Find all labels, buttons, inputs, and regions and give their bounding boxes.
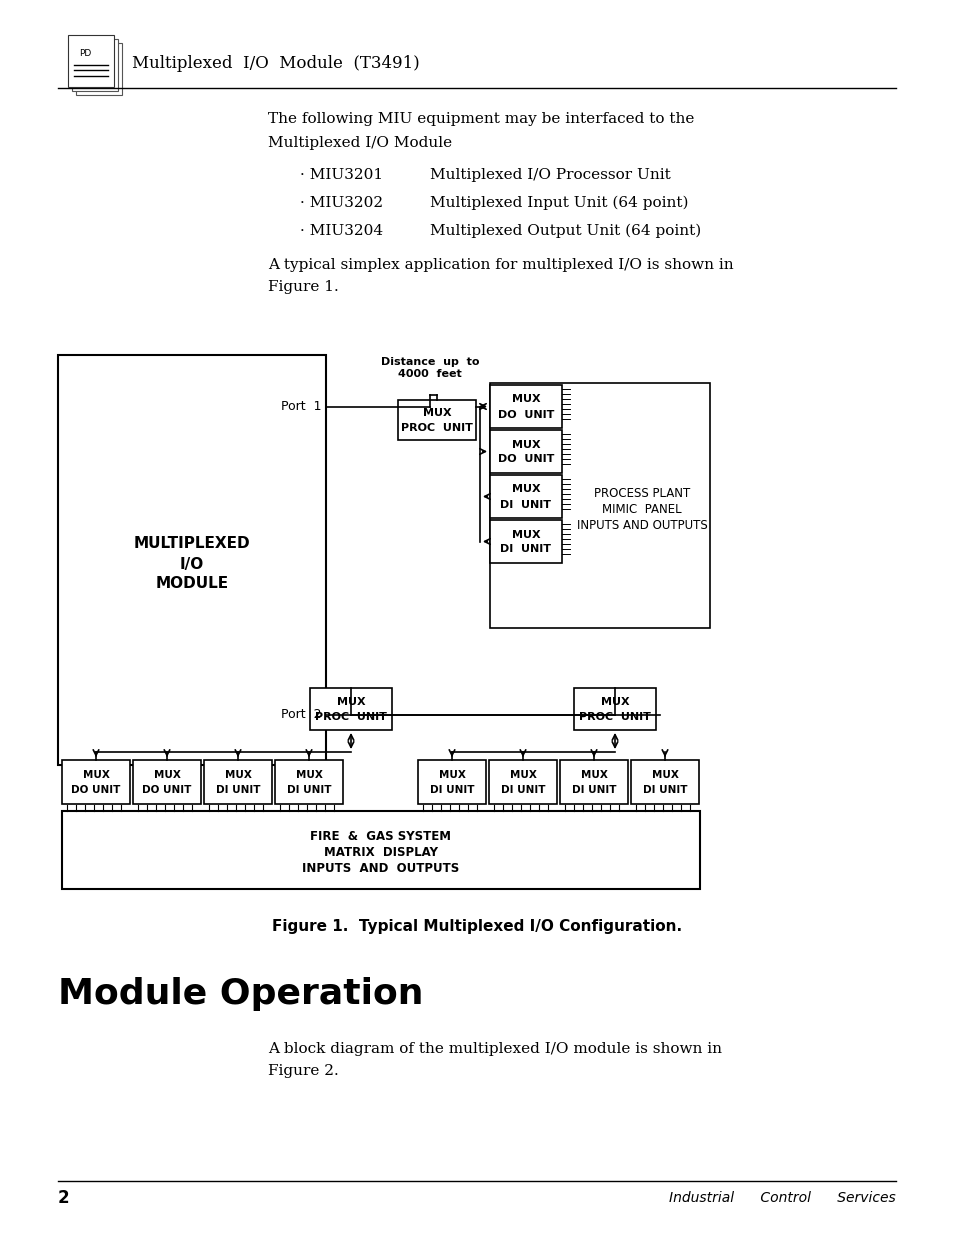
Text: DI  UNIT: DI UNIT bbox=[500, 545, 551, 555]
Text: A typical simplex application for multiplexed I/O is shown in: A typical simplex application for multip… bbox=[268, 258, 733, 272]
Text: MUX: MUX bbox=[295, 769, 322, 781]
Text: MUX: MUX bbox=[509, 769, 536, 781]
Text: Figure 1.: Figure 1. bbox=[268, 280, 338, 294]
Bar bbox=[630, 760, 699, 804]
Text: MUX: MUX bbox=[153, 769, 180, 781]
Bar bbox=[489, 760, 557, 804]
Text: 4000  feet: 4000 feet bbox=[397, 369, 461, 379]
Text: Multiplexed I/O Module: Multiplexed I/O Module bbox=[268, 136, 452, 149]
Text: 2: 2 bbox=[58, 1189, 70, 1207]
Text: · MIU3202: · MIU3202 bbox=[299, 196, 383, 210]
Text: PROC  UNIT: PROC UNIT bbox=[578, 713, 650, 722]
Text: Figure 2.: Figure 2. bbox=[268, 1065, 338, 1078]
Bar bbox=[490, 520, 561, 563]
Bar bbox=[490, 385, 561, 429]
Text: Multiplexed  I/O  Module  (T3491): Multiplexed I/O Module (T3491) bbox=[132, 56, 419, 72]
Text: Module Operation: Module Operation bbox=[58, 977, 423, 1011]
Text: MUX: MUX bbox=[83, 769, 110, 781]
Text: MUX: MUX bbox=[600, 697, 629, 706]
Bar bbox=[68, 35, 113, 86]
Text: MATRIX  DISPLAY: MATRIX DISPLAY bbox=[324, 846, 437, 858]
Text: INPUTS  AND  OUTPUTS: INPUTS AND OUTPUTS bbox=[302, 862, 459, 874]
Text: DI UNIT: DI UNIT bbox=[642, 785, 686, 795]
Text: · MIU3201: · MIU3201 bbox=[299, 168, 383, 182]
Text: FIRE  &  GAS SYSTEM: FIRE & GAS SYSTEM bbox=[310, 830, 451, 842]
Text: Industrial      Control      Services: Industrial Control Services bbox=[669, 1191, 895, 1205]
Bar bbox=[62, 760, 130, 804]
Bar bbox=[132, 760, 201, 804]
Bar bbox=[76, 43, 122, 95]
Text: MUX: MUX bbox=[651, 769, 678, 781]
Text: MUX: MUX bbox=[336, 697, 365, 706]
Text: PROC  UNIT: PROC UNIT bbox=[400, 424, 473, 433]
Text: MUX: MUX bbox=[511, 484, 539, 494]
Text: DO UNIT: DO UNIT bbox=[71, 785, 121, 795]
Text: DI UNIT: DI UNIT bbox=[429, 785, 474, 795]
Text: DI UNIT: DI UNIT bbox=[287, 785, 331, 795]
Text: · MIU3204: · MIU3204 bbox=[299, 224, 383, 238]
Bar bbox=[71, 40, 118, 91]
Text: Port  2: Port 2 bbox=[281, 709, 322, 721]
Text: Port  1: Port 1 bbox=[281, 400, 322, 414]
Text: Figure 1.  Typical Multiplexed I/O Configuration.: Figure 1. Typical Multiplexed I/O Config… bbox=[272, 920, 681, 935]
Text: PROC  UNIT: PROC UNIT bbox=[314, 713, 387, 722]
Bar bbox=[490, 430, 561, 473]
Bar bbox=[417, 760, 485, 804]
Text: MUX: MUX bbox=[511, 394, 539, 405]
Bar bbox=[274, 760, 343, 804]
Text: MUX: MUX bbox=[511, 530, 539, 540]
Text: DO  UNIT: DO UNIT bbox=[497, 454, 554, 464]
Text: DI UNIT: DI UNIT bbox=[500, 785, 545, 795]
Text: DO  UNIT: DO UNIT bbox=[497, 410, 554, 420]
Text: MUX: MUX bbox=[422, 408, 451, 417]
Text: MODULE: MODULE bbox=[155, 577, 229, 592]
Text: MULTIPLEXED: MULTIPLEXED bbox=[133, 536, 250, 552]
Bar bbox=[559, 760, 627, 804]
Bar bbox=[204, 760, 272, 804]
Text: Multiplexed Input Unit (64 point): Multiplexed Input Unit (64 point) bbox=[430, 196, 688, 210]
Bar bbox=[62, 811, 700, 889]
Text: A block diagram of the multiplexed I/O module is shown in: A block diagram of the multiplexed I/O m… bbox=[268, 1042, 721, 1056]
Text: The following MIU equipment may be interfaced to the: The following MIU equipment may be inter… bbox=[268, 112, 694, 126]
Text: DI UNIT: DI UNIT bbox=[215, 785, 260, 795]
Text: DO UNIT: DO UNIT bbox=[142, 785, 192, 795]
Text: DI UNIT: DI UNIT bbox=[571, 785, 616, 795]
Bar bbox=[490, 383, 709, 629]
Text: MUX: MUX bbox=[438, 769, 465, 781]
Bar bbox=[397, 400, 476, 440]
Text: Multiplexed I/O Processor Unit: Multiplexed I/O Processor Unit bbox=[430, 168, 670, 182]
Bar bbox=[58, 354, 326, 764]
Text: DI  UNIT: DI UNIT bbox=[500, 499, 551, 510]
Text: MUX: MUX bbox=[580, 769, 607, 781]
Text: I/O: I/O bbox=[180, 557, 204, 572]
Text: INPUTS AND OUTPUTS: INPUTS AND OUTPUTS bbox=[576, 519, 706, 532]
Text: MIMIC  PANEL: MIMIC PANEL bbox=[601, 503, 681, 516]
Text: Multiplexed Output Unit (64 point): Multiplexed Output Unit (64 point) bbox=[430, 224, 700, 238]
Bar bbox=[310, 688, 392, 730]
Text: MUX: MUX bbox=[224, 769, 252, 781]
Text: PROCESS PLANT: PROCESS PLANT bbox=[594, 487, 689, 500]
Bar bbox=[490, 475, 561, 517]
Text: Distance  up  to: Distance up to bbox=[380, 357, 478, 367]
Text: PD: PD bbox=[79, 48, 91, 58]
Bar bbox=[574, 688, 656, 730]
Text: MUX: MUX bbox=[511, 440, 539, 450]
